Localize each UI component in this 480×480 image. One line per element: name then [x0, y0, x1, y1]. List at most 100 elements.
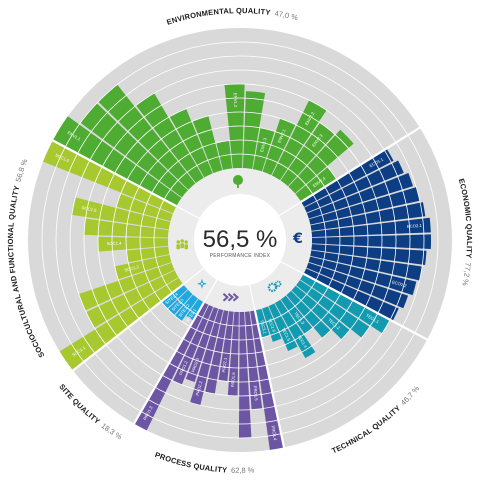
bar-pro-6: [205, 310, 229, 394]
bar-soc-4: [114, 254, 172, 280]
euro-icon: €: [292, 231, 303, 247]
criterion-label-tec-7: TEC1.5: [281, 327, 292, 343]
bar-env-5: [169, 108, 213, 178]
bar-site-1: [186, 298, 204, 321]
compass-icon: [196, 278, 207, 289]
bar-env-13: [280, 122, 335, 187]
bars-group: ENV1.1ENV1.2ENV1.3ENV2.1ENV2.2ENV2.3ENV2…: [43, 84, 431, 450]
ring-line: [97, 97, 383, 383]
performance-index-value: 56,5 %: [203, 226, 278, 253]
bar-eco-5: [310, 202, 426, 231]
bar-pro-8: [185, 307, 219, 382]
bar-soc-5: [126, 246, 170, 263]
inner-separator: [203, 279, 218, 303]
bar-env-1: [53, 116, 182, 206]
bar-eco-11: [306, 262, 409, 309]
criterion-label-pro-7: PRO2.2: [195, 380, 204, 396]
category-separator: [50, 138, 179, 209]
category-separator: [132, 300, 206, 426]
bar-pro-3: [238, 311, 252, 438]
criterion-label-soc-4: SOC1.2: [124, 264, 140, 273]
criterion-label-env-12: ENV2.2: [304, 110, 316, 126]
criterion-label-pro-1: PRO1.4: [270, 425, 278, 441]
bar-tec-7: [268, 303, 298, 352]
inner-separator: [176, 205, 200, 219]
criterion-label-soc-8: SOC1.5: [81, 205, 97, 213]
criterion-label-pro-8: PRO2.3: [190, 357, 200, 373]
bar-env-14: [288, 129, 354, 194]
bar-site-3: [167, 289, 193, 316]
bar-site-2: [174, 294, 198, 322]
criterion-label-env-8: ENV1.2: [233, 93, 239, 108]
bar-eco-8: [311, 244, 427, 266]
bar-tec-2: [296, 280, 370, 338]
criterion-label-pro-4: PRO1.6: [230, 372, 236, 388]
bar-tec-6: [274, 299, 316, 359]
criterion-label-pro-5: PRO2.1: [221, 357, 228, 373]
people-icon: [176, 239, 189, 250]
criterion-label-env-11: ENV2.1: [277, 128, 287, 144]
bar-env-6: [192, 115, 223, 174]
bar-eco-12: [303, 268, 399, 321]
ring-line: [125, 125, 355, 355]
bar-soc-6: [97, 236, 169, 252]
bar-env-3: [98, 84, 196, 190]
gears-icon: [267, 280, 282, 293]
bar-env-4: [136, 93, 204, 184]
category-title-pro: PROCESS QUALITY 62,8 %: [154, 450, 255, 475]
criterion-label-soc-6: SOC1.4: [107, 241, 123, 246]
svg-text:€: €: [292, 231, 303, 247]
tree-icon: [232, 175, 243, 189]
ring-line: [139, 139, 341, 341]
bar-eco-6: [311, 217, 431, 238]
criterion-label-pro-10: PRO1.3: [142, 405, 154, 421]
bar-tec-5: [280, 295, 313, 334]
bar-env-12: [271, 100, 327, 181]
criterion-label-soc-10: SOC1.6: [54, 152, 70, 163]
category-separator: [301, 271, 430, 342]
bar-env-15: [295, 167, 337, 202]
bar-soc-8: [71, 197, 171, 230]
ring-line: [55, 55, 425, 425]
bar-env-11: [262, 118, 296, 176]
bar-pro-9: [172, 304, 214, 385]
category-separator: [70, 282, 186, 373]
inner-separator: [278, 201, 302, 217]
category-title-eco: ECONOMIC QUALITY 77,2 %: [457, 178, 474, 287]
bar-soc-10: [43, 141, 177, 214]
bar-tec-1: [300, 274, 390, 334]
bar-pro-10: [134, 302, 209, 431]
bar-soc-9: [116, 193, 173, 222]
criterion-label-tec-9: TEC3.1: [259, 319, 268, 335]
ring-line: [41, 41, 439, 439]
criterion-label-pro-2: PRO1.5: [252, 386, 259, 402]
bar-site-4: [161, 284, 188, 309]
bar-soc-3: [78, 262, 175, 311]
bar-eco-1: [301, 149, 394, 207]
inner-separator: [182, 267, 205, 285]
criterion-label-eco-6: ECO2.1: [407, 223, 423, 229]
category-separator: [253, 308, 286, 450]
criterion-label-eco-10: ECO2.2: [391, 279, 407, 288]
criterion-label-tec-8: TEC1.6: [267, 318, 277, 334]
criterion-label-pro-9: PRO1.2: [178, 360, 189, 376]
process-arrows-icon: [222, 293, 239, 302]
inner-separator: [248, 284, 256, 311]
bar-pro-1: [250, 310, 283, 450]
ring-line: [111, 111, 369, 369]
ring-line: [83, 83, 397, 397]
bar-pro-5: [218, 311, 234, 382]
category-title-env: ENVIRONMENTAL QUALITY 47,0 %: [165, 6, 299, 27]
bar-pro-2: [244, 311, 263, 410]
bar-env-2: [80, 103, 188, 198]
inner-separator: [280, 261, 304, 275]
ring-line: [153, 153, 327, 327]
bar-eco-7: [311, 234, 431, 249]
ring-line: [69, 69, 411, 411]
bar-tec-4: [286, 290, 331, 338]
criterion-label-tec-1: TEC1.1: [365, 313, 380, 325]
bar-env-9: [242, 91, 266, 170]
bar-pro-7: [190, 308, 224, 406]
performance-index-caption: PERFORMANCE INDEX: [210, 253, 271, 259]
